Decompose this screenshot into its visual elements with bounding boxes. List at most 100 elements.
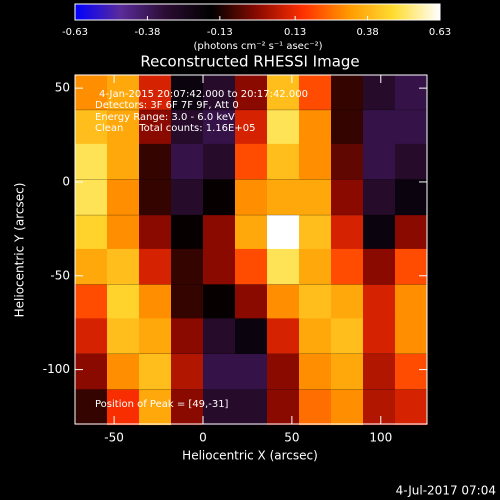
heatmap-cell <box>331 110 364 146</box>
heatmap-cell <box>171 143 204 180</box>
heatmap-cell <box>267 389 300 426</box>
heatmap-cell <box>363 318 396 354</box>
heatmap-cell <box>107 110 140 146</box>
colorbar-tick-label: -0.38 <box>134 27 160 38</box>
heatmap-cell <box>267 74 300 110</box>
heatmap-cell <box>139 110 172 146</box>
heatmap-cell <box>299 74 332 110</box>
y-axis-label: Heliocentric Y (arcsec) <box>13 183 27 318</box>
heatmap-cell <box>107 143 140 180</box>
heatmap-cell <box>203 248 236 285</box>
heatmap-cell <box>299 248 332 285</box>
heatmap-cell <box>299 389 332 426</box>
heatmap-cell <box>395 284 428 320</box>
heatmap-cell <box>267 284 300 320</box>
heatmap-cell <box>395 143 428 180</box>
heatmap-cell <box>267 179 300 215</box>
heatmap-cell <box>235 284 268 320</box>
heatmap-cell <box>395 248 428 285</box>
x-axis-label: Heliocentric X (arcsec) <box>182 449 318 463</box>
heatmap-cell <box>203 110 236 146</box>
heatmap-cell <box>331 354 364 390</box>
x-tick-label: 100 <box>369 431 392 445</box>
annotation: 4-Jan-2015 20:07:42.000 to 20:17:42.000 <box>99 89 308 100</box>
heatmap-cell <box>139 74 172 110</box>
heatmap-cell <box>299 215 332 251</box>
heatmap-cell <box>139 318 172 354</box>
heatmap-cell <box>171 248 204 285</box>
heatmap-cell <box>395 179 428 215</box>
heatmap-cell <box>107 179 140 215</box>
x-tick-label: -50 <box>104 431 124 445</box>
heatmap-cell <box>395 74 428 110</box>
heatmap-cell <box>363 248 396 285</box>
heatmap-cell <box>235 354 268 390</box>
heatmap-cell <box>395 110 428 146</box>
heatmap-cell <box>395 354 428 390</box>
heatmap-cell <box>107 284 140 320</box>
plot-frame <box>74 74 428 425</box>
heatmap-cell <box>363 110 396 146</box>
heatmap-cell <box>331 143 364 180</box>
heatmap <box>75 74 428 426</box>
y-tick-label: 0 <box>62 174 70 188</box>
y-tick-label: 50 <box>55 81 70 95</box>
heatmap-cell <box>299 143 332 180</box>
colorbar-tick-label: -0.13 <box>207 27 233 38</box>
heatmap-cell <box>363 389 396 426</box>
heatmap-cell <box>203 179 236 215</box>
heatmap-cell <box>203 284 236 320</box>
heatmap-cell <box>235 248 268 285</box>
heatmap-cell <box>331 179 364 215</box>
heatmap-cell <box>331 318 364 354</box>
heatmap-cell <box>395 389 428 426</box>
heatmap-cell <box>267 215 300 251</box>
heatmap-cell <box>235 74 268 110</box>
colorbar-label: (photons cm⁻² s⁻¹ asec⁻²) <box>193 41 322 52</box>
heatmap-cell <box>139 389 172 426</box>
heatmap-cell <box>171 179 204 215</box>
heatmap-cell <box>139 284 172 320</box>
heatmap-cell <box>107 74 140 110</box>
heatmap-cell <box>75 110 108 146</box>
heatmap-cell <box>267 318 300 354</box>
heatmap-cell <box>331 284 364 320</box>
heatmap-cell <box>139 215 172 251</box>
y-tick-label: -50 <box>50 268 70 282</box>
heatmap-cell <box>235 215 268 251</box>
heatmap-cell <box>171 215 204 251</box>
heatmap-cell <box>203 389 236 426</box>
annotation: Clean Total counts: 1.16E+05 <box>95 123 255 134</box>
colorbar-tick-label: 0.38 <box>356 27 378 38</box>
heatmap-cell <box>331 248 364 285</box>
heatmap-cell <box>139 179 172 215</box>
heatmap-cell <box>107 248 140 285</box>
annotation: Energy Range: 3.0 - 6.0 keV <box>95 112 235 123</box>
heatmap-cell <box>75 74 108 110</box>
heatmap-cell <box>267 354 300 390</box>
heatmap-cell <box>139 354 172 390</box>
heatmap-cell <box>107 215 140 251</box>
heatmap-cell <box>75 215 108 251</box>
annotation: Detectors: 3F 6F 7F 9F, Att 0 <box>95 100 239 111</box>
heatmap-cell <box>107 389 140 426</box>
heatmap-cell <box>171 110 204 146</box>
heatmap-cell <box>203 318 236 354</box>
chart-title: Reconstructed RHESSI Image <box>140 53 359 71</box>
heatmap-cell <box>203 74 236 110</box>
y-tick-label: -100 <box>43 362 70 376</box>
heatmap-cell <box>107 354 140 390</box>
x-tick-label: 50 <box>284 431 299 445</box>
heatmap-cell <box>235 110 268 146</box>
heatmap-cell <box>363 179 396 215</box>
heatmap-cell <box>299 110 332 146</box>
heatmap-cell <box>203 215 236 251</box>
colorbar-tick-label: 0.13 <box>284 27 306 38</box>
heatmap-cell <box>171 318 204 354</box>
heatmap-cell <box>75 179 108 215</box>
heatmap-cell <box>363 143 396 180</box>
peak-label: Position of Peak = [49,-31] <box>95 399 229 410</box>
heatmap-cell <box>299 179 332 215</box>
heatmap-cell <box>75 389 108 426</box>
